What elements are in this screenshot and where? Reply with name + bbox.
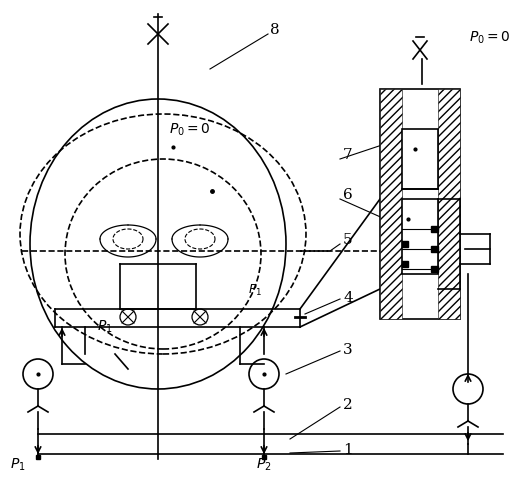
Text: 8: 8 <box>270 23 280 37</box>
Text: 7: 7 <box>343 148 353 162</box>
Text: 2: 2 <box>343 397 353 411</box>
Bar <box>438 90 460 319</box>
Text: 4: 4 <box>343 290 353 304</box>
Text: 6: 6 <box>343 188 353 202</box>
Bar <box>431 247 438 252</box>
Text: $P_2$: $P_2$ <box>256 456 272 472</box>
Text: $P_1$: $P_1$ <box>97 318 113 335</box>
Bar <box>402 241 408 248</box>
Text: $P_0=0$: $P_0=0$ <box>169 121 211 138</box>
Text: $P_1$: $P_1$ <box>10 456 26 472</box>
Bar <box>431 227 438 232</box>
Text: 5: 5 <box>343 232 353 247</box>
Bar <box>402 130 438 190</box>
Text: 1: 1 <box>343 442 353 456</box>
Text: 3: 3 <box>343 342 353 356</box>
Text: $P_1$: $P_1$ <box>248 282 262 297</box>
Bar <box>380 90 460 319</box>
Bar <box>380 90 402 319</box>
Bar <box>402 200 438 275</box>
Bar <box>402 262 408 267</box>
Bar <box>431 266 438 273</box>
Text: $P_0=0$: $P_0=0$ <box>469 30 511 46</box>
